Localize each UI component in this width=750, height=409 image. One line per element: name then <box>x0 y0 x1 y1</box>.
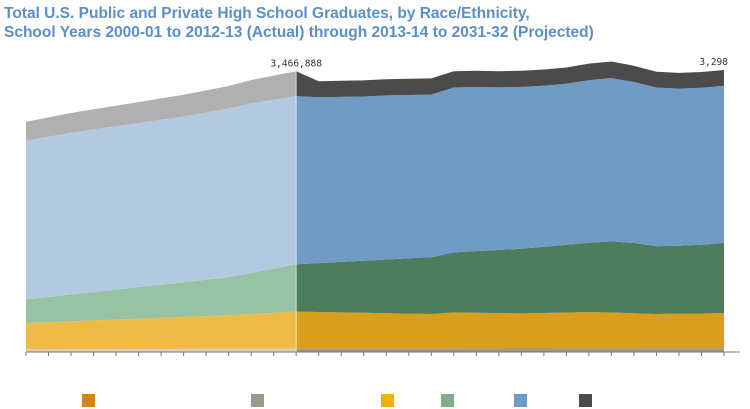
area-series-5-actual <box>26 71 297 141</box>
legend-swatch-2 <box>251 394 264 407</box>
area-series-4-projected <box>296 78 724 265</box>
area-series-1-projected <box>296 348 724 352</box>
area-series-3-actual <box>26 264 297 323</box>
area-series-5-projected <box>296 61 724 98</box>
area-series-3-projected <box>296 241 724 314</box>
legend-swatch-3 <box>381 394 394 407</box>
chart-title: Total U.S. Public and Private High Schoo… <box>4 4 744 42</box>
chart-legend <box>0 394 750 408</box>
chart-title-line-2: School Years 2000-01 to 2012-13 (Actual)… <box>4 24 594 41</box>
area-series-2-actual <box>26 311 297 350</box>
total-annotation-2: 3,298 <box>699 57 728 68</box>
legend-swatch-5 <box>514 394 527 407</box>
total-annotation-1: 3,466,888 <box>270 58 322 69</box>
area-series-4-actual <box>26 96 297 300</box>
legend-swatch-1 <box>82 394 95 407</box>
area-series-1-actual <box>26 348 297 352</box>
legend-swatch-6 <box>579 394 592 407</box>
legend-swatch-4 <box>441 394 454 407</box>
area-series-2-projected <box>296 311 724 349</box>
chart-title-line-1: Total U.S. Public and Private High Schoo… <box>4 5 530 22</box>
